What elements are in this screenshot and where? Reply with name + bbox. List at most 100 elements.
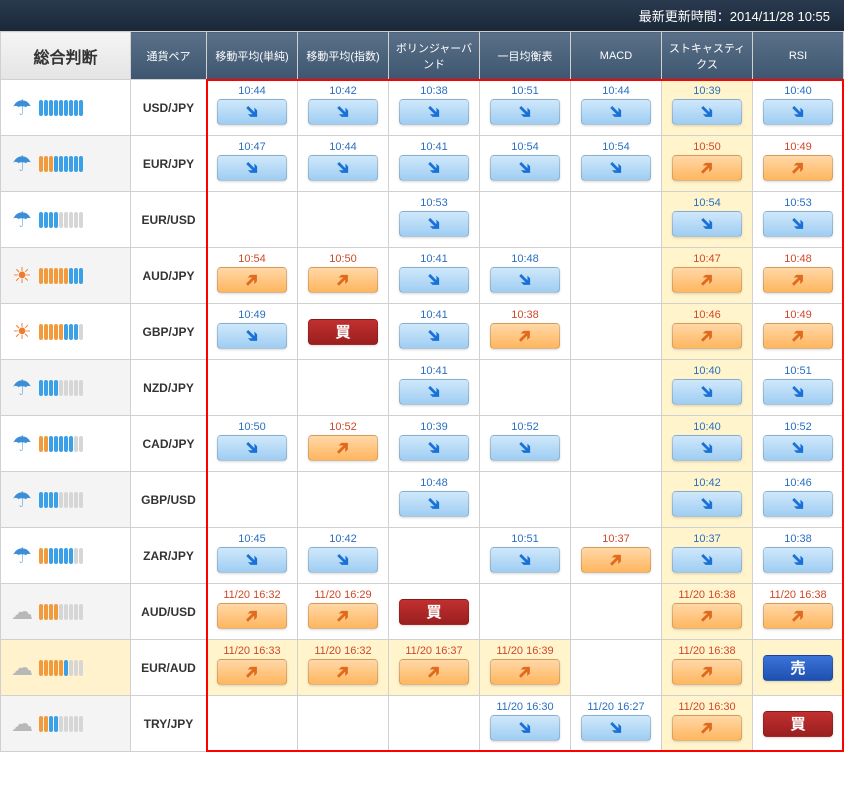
signal-button[interactable]: ➔ <box>399 435 469 461</box>
signal-button[interactable]: ➔ <box>672 379 742 405</box>
indicator-cell: 10:54 ➔ <box>571 136 662 192</box>
signal-button[interactable]: 買 <box>308 319 378 345</box>
indicator-cell: 10:50 ➔ <box>662 136 753 192</box>
signal-button[interactable]: ➔ <box>308 547 378 573</box>
pair-cell[interactable]: TRY/JPY <box>131 696 207 752</box>
pair-cell[interactable]: EUR/JPY <box>131 136 207 192</box>
signal-button[interactable]: ➔ <box>763 211 833 237</box>
signal-button[interactable]: ➔ <box>490 435 560 461</box>
signal-button[interactable]: ➔ <box>308 99 378 125</box>
signal-button[interactable]: ➔ <box>490 715 560 741</box>
signal-button[interactable]: ➔ <box>672 99 742 125</box>
signal-button[interactable]: ➔ <box>217 99 287 125</box>
signal-button[interactable]: 買 <box>399 599 469 625</box>
strength-bars <box>39 716 83 732</box>
signal-button[interactable]: ➔ <box>399 379 469 405</box>
signal-time: 10:38 <box>755 533 841 545</box>
signal-time: 10:47 <box>664 253 750 265</box>
signal-button[interactable]: ➔ <box>672 659 742 685</box>
pair-cell[interactable]: GBP/USD <box>131 472 207 528</box>
signal-button[interactable]: ➔ <box>581 155 651 181</box>
indicator-cell: 11/20 16:37 ➔ <box>389 640 480 696</box>
signal-button[interactable]: ➔ <box>399 659 469 685</box>
signal-button[interactable]: ➔ <box>490 547 560 573</box>
pair-cell[interactable]: AUD/USD <box>131 584 207 640</box>
indicator-cell: 買 <box>298 304 389 360</box>
signal-time: 10:40 <box>755 85 841 97</box>
signal-button[interactable]: ➔ <box>490 659 560 685</box>
signal-button[interactable]: ➔ <box>308 659 378 685</box>
signal-button[interactable]: ➔ <box>672 211 742 237</box>
signal-button[interactable]: ➔ <box>763 323 833 349</box>
signal-button[interactable]: ➔ <box>763 267 833 293</box>
signal-time: 10:53 <box>391 197 477 209</box>
signal-button[interactable]: ➔ <box>217 323 287 349</box>
signal-button[interactable]: ➔ <box>490 323 560 349</box>
signal-button[interactable]: ➔ <box>308 267 378 293</box>
indicator-cell: 11/20 16:38 ➔ <box>662 584 753 640</box>
pair-cell[interactable]: ZAR/JPY <box>131 528 207 584</box>
pair-cell[interactable]: GBP/JPY <box>131 304 207 360</box>
signal-button[interactable]: ➔ <box>217 155 287 181</box>
signal-button[interactable]: ➔ <box>763 603 833 629</box>
signal-button[interactable]: ➔ <box>672 323 742 349</box>
signal-time: 11/20 16:29 <box>300 589 386 601</box>
signal-button[interactable]: ➔ <box>217 547 287 573</box>
signal-button[interactable]: ➔ <box>672 547 742 573</box>
signal-button[interactable]: ➔ <box>672 435 742 461</box>
signal-button[interactable]: ➔ <box>672 603 742 629</box>
signal-button[interactable]: ➔ <box>490 155 560 181</box>
indicator-cell: 10:47 ➔ <box>662 248 753 304</box>
pair-cell[interactable]: CAD/JPY <box>131 416 207 472</box>
pair-cell[interactable]: AUD/JPY <box>131 248 207 304</box>
pair-cell[interactable]: EUR/USD <box>131 192 207 248</box>
signal-button[interactable]: ➔ <box>581 99 651 125</box>
signal-button[interactable]: ➔ <box>399 155 469 181</box>
signal-button[interactable]: ➔ <box>672 155 742 181</box>
signal-button[interactable]: ➔ <box>399 491 469 517</box>
signal-button[interactable]: ➔ <box>763 155 833 181</box>
signal-button[interactable]: ➔ <box>399 99 469 125</box>
signal-button[interactable]: ➔ <box>581 547 651 573</box>
table-row: ☀GBP/JPY10:49 ➔買10:41 ➔10:38 ➔10:46 ➔10:… <box>1 304 844 360</box>
signal-button[interactable]: 売 <box>763 655 833 681</box>
signal-button[interactable]: ➔ <box>672 267 742 293</box>
judgement-cell: ☀ <box>1 304 131 360</box>
signal-button[interactable]: ➔ <box>490 267 560 293</box>
signal-button[interactable]: ➔ <box>763 547 833 573</box>
signal-button[interactable]: ➔ <box>763 379 833 405</box>
signal-button[interactable]: ➔ <box>308 603 378 629</box>
pair-cell[interactable]: EUR/AUD <box>131 640 207 696</box>
signal-time: 10:41 <box>391 365 477 377</box>
signal-button[interactable]: 買 <box>763 711 833 737</box>
signal-button[interactable]: ➔ <box>763 435 833 461</box>
signal-button[interactable]: ➔ <box>672 491 742 517</box>
signal-button[interactable]: ➔ <box>399 211 469 237</box>
sun-icon: ☀ <box>9 319 35 345</box>
signal-button[interactable]: ➔ <box>763 99 833 125</box>
umbrella-icon: ☂ <box>9 151 35 177</box>
indicator-cell <box>207 472 298 528</box>
indicator-cell <box>207 192 298 248</box>
pair-cell[interactable]: USD/JPY <box>131 80 207 136</box>
signal-button[interactable]: ➔ <box>399 267 469 293</box>
indicator-cell: 10:51 ➔ <box>753 360 844 416</box>
signal-button[interactable]: ➔ <box>672 715 742 741</box>
col-ma-s: 移動平均(単純) <box>207 32 298 80</box>
signal-button[interactable]: ➔ <box>581 715 651 741</box>
indicator-cell: 10:50 ➔ <box>207 416 298 472</box>
signal-button[interactable]: ➔ <box>308 435 378 461</box>
signal-button[interactable]: ➔ <box>308 155 378 181</box>
signal-button[interactable]: ➔ <box>217 435 287 461</box>
signal-button[interactable]: ➔ <box>490 99 560 125</box>
signal-button[interactable]: ➔ <box>217 603 287 629</box>
signal-time: 10:41 <box>391 141 477 153</box>
indicator-cell: 10:44 ➔ <box>298 136 389 192</box>
pair-cell[interactable]: NZD/JPY <box>131 360 207 416</box>
signal-button[interactable]: ➔ <box>763 491 833 517</box>
signal-time: 10:52 <box>755 421 841 433</box>
signal-button[interactable]: ➔ <box>399 323 469 349</box>
signal-button[interactable]: ➔ <box>217 659 287 685</box>
strength-bars <box>39 268 83 284</box>
signal-button[interactable]: ➔ <box>217 267 287 293</box>
